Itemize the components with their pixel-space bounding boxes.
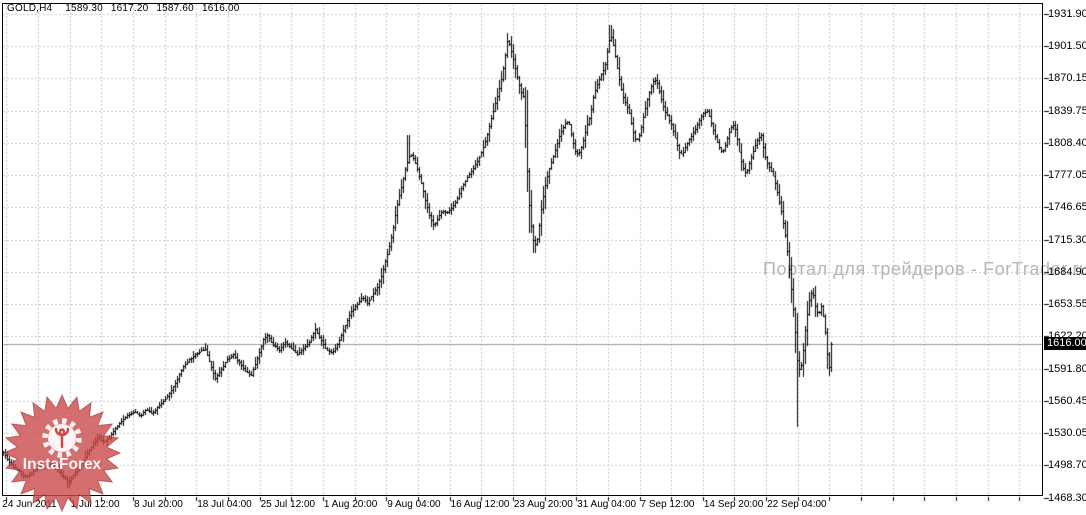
price-axis-label: 1931.90 — [1048, 8, 1086, 20]
starburst-icon — [2, 393, 122, 513]
gear-icon — [42, 418, 82, 458]
instaforex-logo: InstaForex — [2, 393, 122, 513]
time-axis-label: 25 Jul 12:00 — [260, 499, 316, 510]
price-axis-label: 1591.80 — [1048, 362, 1086, 375]
high-value: 1617.20 — [110, 3, 149, 14]
time-axis-label: 18 Jul 04:00 — [197, 499, 252, 510]
time-axis-label: 22 Sep 04:00 — [767, 499, 827, 510]
price-axis-label: 1653.55 — [1048, 298, 1086, 311]
time-axis-label: 1 Jul 12:00 — [70, 499, 120, 510]
price-axis-label: 1498.70 — [1048, 459, 1086, 472]
price-axis-label: 1715.30 — [1048, 233, 1086, 246]
current-price-tag: 1616.00 — [1044, 337, 1086, 350]
price-axis-label: 1870.15 — [1048, 72, 1086, 85]
price-axis-label: 1808.40 — [1048, 136, 1086, 149]
open-value: 1589.30 — [65, 3, 103, 14]
logo-text: InstaForex — [23, 456, 102, 473]
price-axis-label: 1560.45 — [1048, 394, 1086, 407]
close-value: 1616.00 — [201, 3, 240, 14]
time-axis-label: 1 Aug 20:00 — [323, 499, 378, 510]
ohlc-info-line: GOLD,H4 1589.30 1617.20 1587.60 1616.00 — [7, 3, 245, 14]
time-axis-label: 9 Aug 04:00 — [387, 499, 441, 510]
time-axis-label: 16 Aug 12:00 — [450, 499, 510, 510]
time-axis-label: 24 Jun 2011 — [2, 499, 57, 510]
price-axis-label: 1684.90 — [1048, 265, 1086, 278]
price-axis-label: 1777.05 — [1048, 169, 1086, 182]
price-axis-label: 1468.30 — [1048, 491, 1086, 504]
low-value: 1587.60 — [156, 3, 194, 14]
price-axis-label: 1530.05 — [1048, 427, 1086, 440]
price-axis-label: 1839.75 — [1048, 104, 1086, 117]
time-axis-label: 23 Aug 20:00 — [513, 499, 573, 510]
time-axis-label: 8 Jul 20:00 — [133, 499, 183, 510]
symbol-period-label: GOLD,H4 — [7, 3, 53, 14]
price-axis-label: 1746.65 — [1048, 201, 1086, 214]
time-axis-label: 7 Sep 12:00 — [640, 499, 695, 510]
time-axis-label: 31 Aug 04:00 — [577, 499, 637, 510]
price-axis-label: 1901.50 — [1048, 40, 1086, 53]
time-axis-label: 14 Sep 20:00 — [703, 499, 764, 510]
